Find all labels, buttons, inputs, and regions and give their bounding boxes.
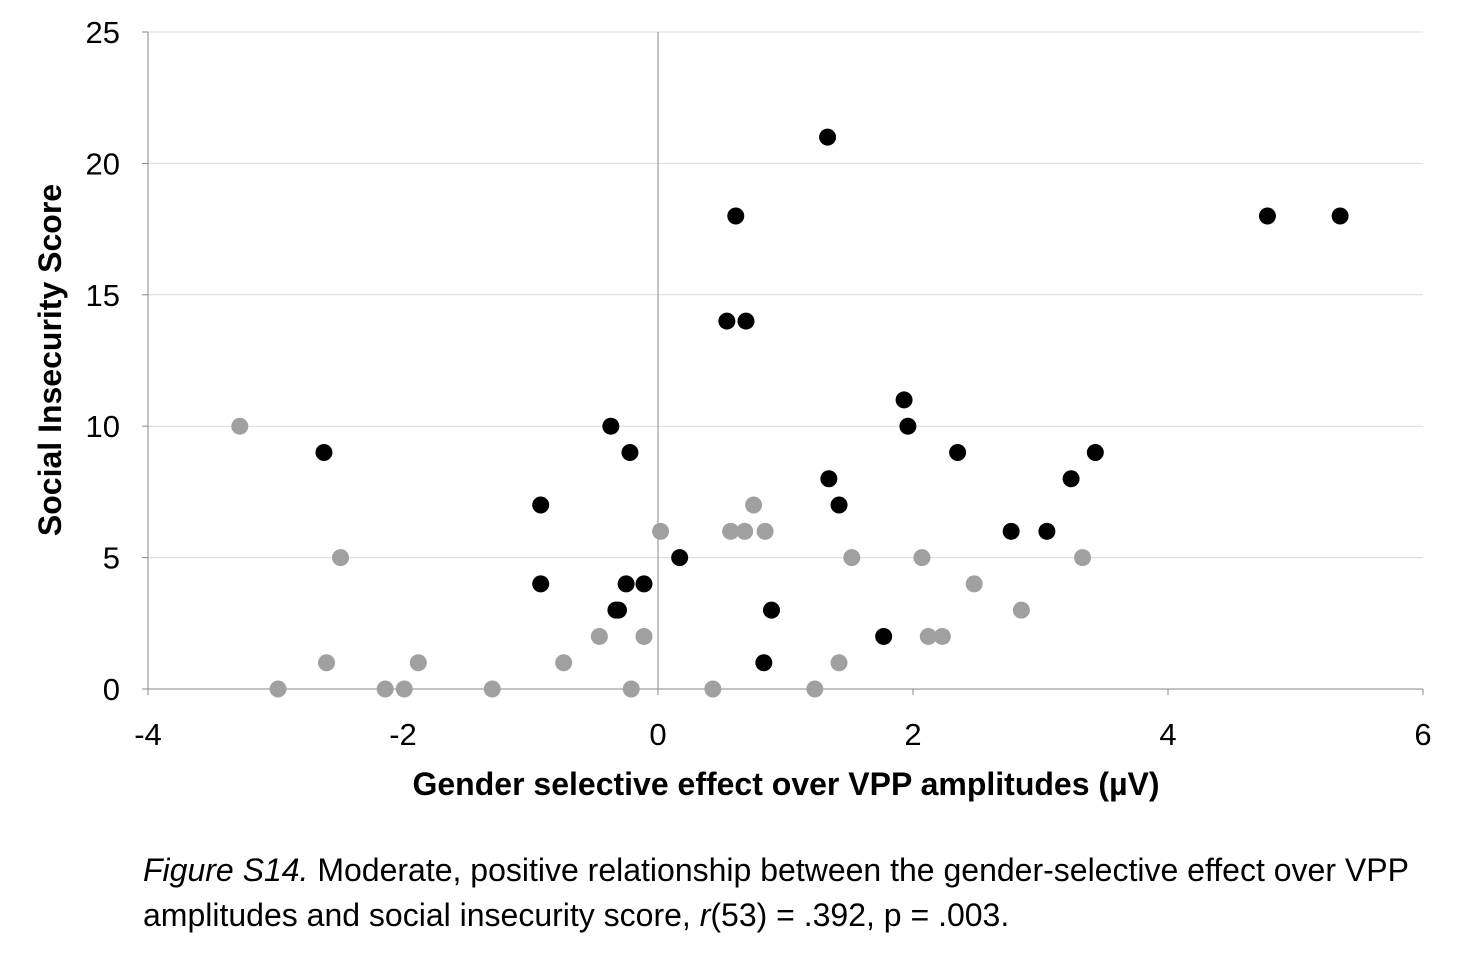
data-point bbox=[843, 549, 861, 567]
data-point bbox=[727, 207, 745, 225]
data-point bbox=[1038, 522, 1056, 540]
data-point bbox=[590, 627, 608, 645]
x-tick-label-0: 0 bbox=[649, 717, 666, 752]
data-point bbox=[806, 680, 824, 698]
data-point bbox=[621, 443, 639, 461]
y-tick-label-10: 10 bbox=[86, 409, 120, 444]
data-point bbox=[745, 496, 763, 514]
data-point bbox=[830, 654, 848, 672]
data-point bbox=[483, 680, 501, 698]
data-point bbox=[1074, 549, 1092, 567]
data-point bbox=[231, 417, 249, 435]
data-point bbox=[722, 522, 740, 540]
data-point bbox=[756, 522, 774, 540]
data-point bbox=[376, 680, 394, 698]
axes bbox=[142, 31, 1424, 695]
data-point bbox=[949, 443, 967, 461]
data-point bbox=[718, 312, 736, 330]
data-point bbox=[671, 549, 689, 567]
data-point bbox=[1258, 207, 1276, 225]
x-axis-label: Gender selective effect over VPP amplitu… bbox=[412, 766, 1159, 802]
caption-figure-number: Figure S14. bbox=[143, 852, 309, 888]
x-tick-label-6: 6 bbox=[1414, 717, 1431, 752]
y-tick-label-0: 0 bbox=[103, 672, 120, 707]
y-axis-label: Social Insecurity Score bbox=[32, 184, 68, 536]
y-tick-label-25: 25 bbox=[86, 15, 120, 50]
data-point bbox=[555, 654, 573, 672]
data-point bbox=[762, 601, 780, 619]
caption-body: Moderate, positive relationship between … bbox=[143, 852, 1409, 933]
data-point bbox=[1012, 601, 1030, 619]
x-tick-label-2: 2 bbox=[904, 717, 921, 752]
data-point bbox=[1331, 207, 1349, 225]
x-tick-label--4: -4 bbox=[134, 717, 162, 752]
data-point bbox=[617, 575, 635, 593]
caption-stat-r: r bbox=[699, 897, 711, 933]
data-point bbox=[269, 680, 287, 698]
caption-tail: (53) = .392, p = .003. bbox=[710, 897, 1010, 933]
data-point bbox=[704, 680, 722, 698]
data-point bbox=[820, 470, 838, 488]
data-point bbox=[609, 601, 627, 619]
figure-caption: Figure S14. Moderate, positive relations… bbox=[143, 848, 1443, 938]
data-point bbox=[895, 391, 913, 409]
data-point bbox=[635, 627, 653, 645]
x-tick-label-4: 4 bbox=[1159, 717, 1176, 752]
data-point bbox=[965, 575, 983, 593]
data-point bbox=[622, 680, 640, 698]
data-point bbox=[532, 575, 550, 593]
y-tick-labels: 0 5 10 15 20 25 bbox=[86, 15, 120, 707]
data-point bbox=[395, 680, 413, 698]
data-point bbox=[1062, 470, 1080, 488]
data-point bbox=[933, 627, 951, 645]
y-tick-label-5: 5 bbox=[103, 541, 120, 576]
data-point bbox=[737, 312, 755, 330]
data-point bbox=[875, 627, 893, 645]
data-point bbox=[652, 522, 670, 540]
scatter-plot: 0 5 10 15 20 25 -4 -2 0 2 4 6 Gender selective eff… bbox=[32, 15, 1432, 802]
data-point bbox=[332, 549, 350, 567]
data-point bbox=[315, 443, 333, 461]
data-point bbox=[913, 549, 931, 567]
data-point bbox=[899, 417, 917, 435]
data-point bbox=[532, 496, 550, 514]
data-point bbox=[755, 654, 773, 672]
data-point bbox=[819, 128, 837, 146]
data-points bbox=[231, 128, 1349, 698]
data-point bbox=[635, 575, 653, 593]
data-point bbox=[830, 496, 848, 514]
y-tick-label-15: 15 bbox=[86, 278, 120, 313]
y-tick-label-20: 20 bbox=[86, 146, 120, 181]
gridlines bbox=[148, 31, 1423, 559]
data-point bbox=[919, 627, 937, 645]
data-point bbox=[409, 654, 427, 672]
data-point bbox=[1002, 522, 1020, 540]
x-tick-labels: -4 -2 0 2 4 6 bbox=[134, 717, 1431, 752]
data-point bbox=[1086, 443, 1104, 461]
data-point bbox=[736, 522, 754, 540]
x-tick-label--2: -2 bbox=[389, 717, 417, 752]
data-point bbox=[318, 654, 335, 672]
data-point bbox=[602, 417, 620, 435]
